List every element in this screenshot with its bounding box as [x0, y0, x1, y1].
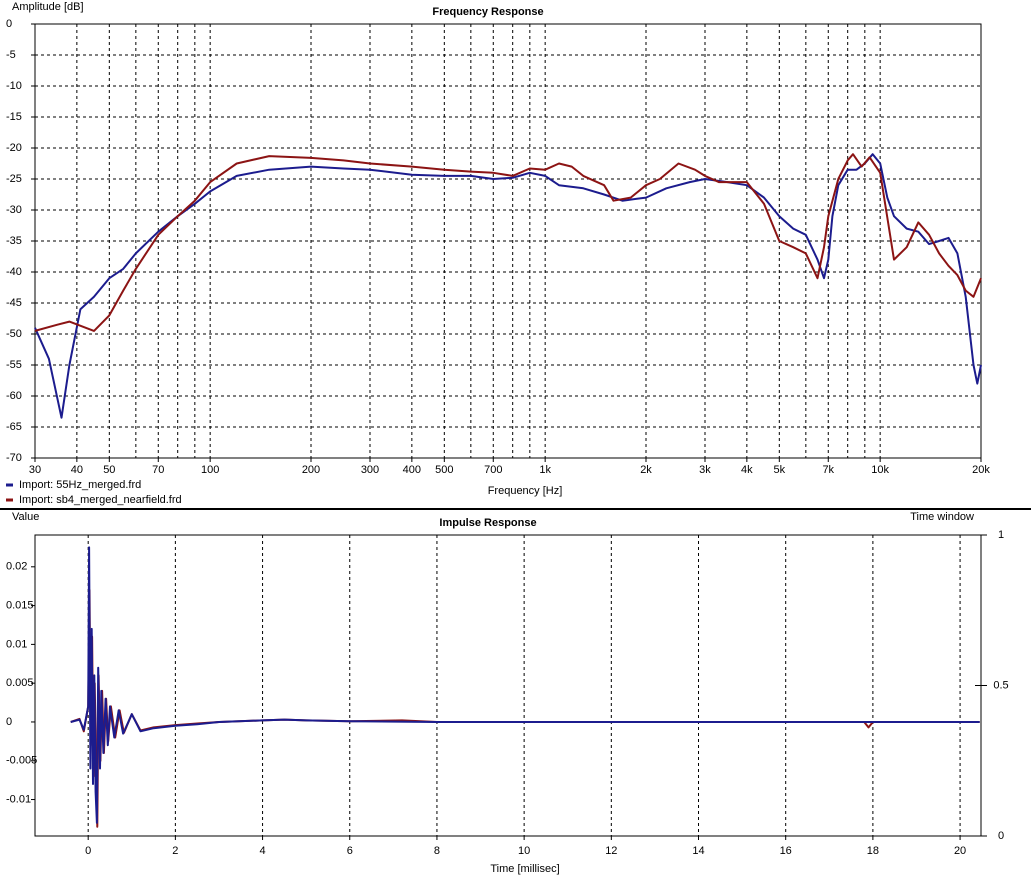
x-tick-label: 200 — [302, 464, 320, 476]
y-tick-label: -10 — [6, 80, 22, 92]
x-tick-label: 1k — [539, 464, 551, 476]
y-tick-label: -50 — [6, 328, 22, 340]
x-tick-label: 18 — [867, 845, 879, 857]
y-tick-label: -30 — [6, 204, 22, 216]
x-tick-label: 30 — [29, 464, 41, 476]
y2-tick-label: 1 — [998, 529, 1004, 541]
y-tick-label: -65 — [6, 421, 22, 433]
y-tick-label: 0 — [6, 716, 12, 728]
data-line — [34, 153, 982, 332]
x-tick-label: 16 — [780, 845, 792, 857]
x-tick-label: 700 — [484, 464, 502, 476]
y-tick-label: -0.01 — [6, 793, 31, 805]
x-tick-label: 14 — [692, 845, 704, 857]
data-line — [70, 546, 980, 824]
x-tick-label: 100 — [201, 464, 219, 476]
y-tick-label: 0.02 — [6, 561, 27, 573]
x-tick-label: 50 — [103, 464, 115, 476]
y-tick-label: -55 — [6, 359, 22, 371]
x-tick-label: 5k — [773, 464, 785, 476]
y-tick-label: -45 — [6, 297, 22, 309]
x-tick-label: 6 — [347, 845, 353, 857]
y-tick-label: 0.01 — [6, 638, 27, 650]
y-tick-label: -20 — [6, 142, 22, 154]
y-tick-label: 0 — [6, 18, 12, 30]
x-tick-label: 4 — [260, 845, 266, 857]
y-tick-label: -60 — [6, 390, 22, 402]
y-tick-label: -0.005 — [6, 755, 37, 767]
x-tick-label: 7k — [822, 464, 834, 476]
x-tick-label: 4k — [741, 464, 753, 476]
x-tick-label: 400 — [403, 464, 421, 476]
plot-area — [34, 534, 982, 837]
x-tick-label: 10k — [871, 464, 889, 476]
x-axis-label: Frequency [Hz] — [488, 485, 563, 497]
x-axis-label: Time [millisec] — [490, 863, 559, 875]
y-tick-label: 0.005 — [6, 677, 34, 689]
x-tick-label: 3k — [699, 464, 711, 476]
x-tick-label: 20k — [972, 464, 990, 476]
x-tick-label: 2 — [172, 845, 178, 857]
x-tick-label: 0 — [85, 845, 91, 857]
x-tick-label: 10 — [518, 845, 530, 857]
chart-title: Frequency Response — [432, 6, 543, 18]
y-tick-label: -25 — [6, 173, 22, 185]
y2-tick-label: 0 — [998, 830, 1004, 842]
y-tick-label: -40 — [6, 266, 22, 278]
x-tick-label: 12 — [605, 845, 617, 857]
y-tick-label: -70 — [6, 452, 22, 464]
y2-tick-label: 0.5 — [993, 679, 1008, 691]
chart-title: Impulse Response — [439, 517, 536, 529]
legend-label: Import: 55Hz_merged.frd — [19, 479, 141, 491]
x-tick-label: 300 — [361, 464, 379, 476]
x-tick-label: 20 — [954, 845, 966, 857]
y-tick-label: -35 — [6, 235, 22, 247]
x-tick-label: 8 — [434, 845, 440, 857]
y-axis-label: Amplitude [dB] — [12, 1, 84, 13]
x-tick-label: 40 — [71, 464, 83, 476]
y-axis-label: Value — [12, 511, 39, 523]
legend-label: Import: sb4_merged_nearfield.frd — [19, 494, 182, 506]
x-tick-label: 70 — [152, 464, 164, 476]
y-tick-label: -5 — [6, 49, 16, 61]
y2-axis-label: Time window — [910, 511, 974, 523]
x-tick-label: 2k — [640, 464, 652, 476]
y-tick-label: 0.015 — [6, 600, 34, 612]
y-tick-label: -15 — [6, 111, 22, 123]
x-tick-label: 500 — [435, 464, 453, 476]
